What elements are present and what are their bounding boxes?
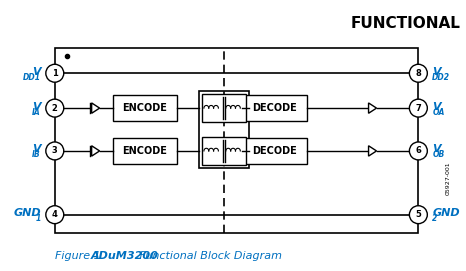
Text: GND: GND: [13, 208, 41, 218]
Text: IA: IA: [32, 108, 41, 117]
Text: 05927-001: 05927-001: [446, 161, 451, 195]
Bar: [242, 138, 307, 164]
Circle shape: [46, 206, 64, 224]
Text: FUNCTIONAL: FUNCTIONAL: [350, 17, 460, 31]
Text: OB: OB: [432, 150, 445, 159]
Text: V: V: [432, 67, 441, 77]
Polygon shape: [92, 146, 100, 156]
Bar: [199, 91, 249, 168]
Text: IB: IB: [32, 150, 41, 159]
Text: DD1: DD1: [23, 73, 41, 82]
Text: V: V: [432, 144, 441, 154]
Text: DD2: DD2: [432, 73, 450, 82]
Circle shape: [46, 142, 64, 160]
Text: Functional Block Diagram: Functional Block Diagram: [137, 250, 282, 260]
Bar: [55, 48, 418, 233]
Text: ENCODE: ENCODE: [123, 146, 167, 156]
Bar: [242, 95, 307, 121]
Text: ADuM3200: ADuM3200: [91, 250, 158, 260]
Text: DECODE: DECODE: [252, 103, 296, 113]
Text: 8: 8: [416, 69, 421, 78]
Text: 5: 5: [415, 210, 421, 219]
Bar: [113, 138, 177, 164]
Bar: [202, 137, 246, 165]
Text: Figure 1.: Figure 1.: [55, 250, 108, 260]
Text: GND: GND: [432, 208, 460, 218]
Bar: [202, 94, 246, 122]
Polygon shape: [369, 103, 377, 113]
Polygon shape: [92, 103, 100, 113]
Circle shape: [410, 206, 427, 224]
Circle shape: [46, 99, 64, 117]
Text: 2: 2: [432, 214, 438, 223]
Circle shape: [410, 142, 427, 160]
Circle shape: [410, 99, 427, 117]
Bar: [113, 95, 177, 121]
Text: OA: OA: [432, 108, 445, 117]
Text: ENCODE: ENCODE: [123, 103, 167, 113]
Text: V: V: [32, 67, 41, 77]
Text: V: V: [32, 102, 41, 112]
Text: DECODE: DECODE: [252, 146, 296, 156]
Text: 1: 1: [52, 69, 58, 78]
Polygon shape: [369, 146, 377, 156]
Circle shape: [46, 64, 64, 82]
Text: 1: 1: [35, 214, 41, 223]
Text: 2: 2: [52, 104, 58, 113]
Text: 6: 6: [415, 146, 421, 156]
Text: 4: 4: [52, 210, 58, 219]
Text: V: V: [32, 144, 41, 154]
Text: 3: 3: [52, 146, 58, 156]
Text: V: V: [432, 102, 441, 112]
Circle shape: [410, 64, 427, 82]
Text: 7: 7: [416, 104, 421, 113]
